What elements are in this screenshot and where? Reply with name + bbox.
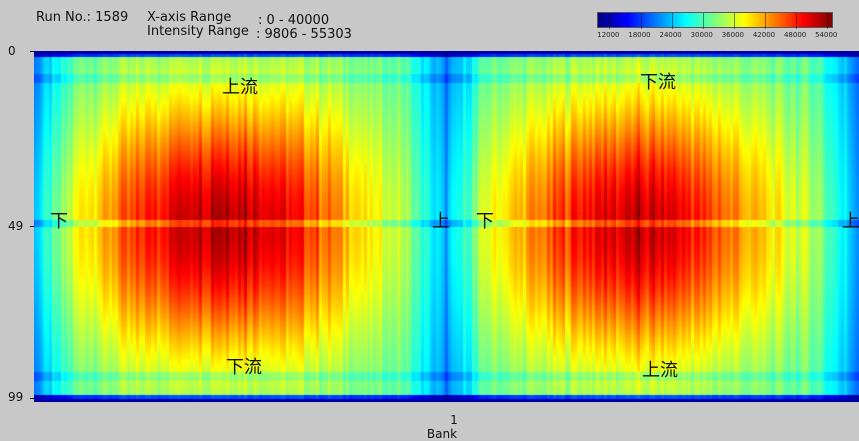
intensity-range-value: : 9806 - 55303	[256, 27, 352, 42]
colorbar: 12000 18000 24000 30000 36000 42000 48000 54000	[597, 12, 837, 42]
x-axis-range-label: X-axis Range	[147, 10, 232, 25]
colorbar-tick-mark	[671, 13, 673, 29]
annotation-left-top: 上流	[222, 77, 258, 98]
colorbar-tick-label: 12000	[597, 31, 620, 39]
colorbar-tick-mark	[640, 13, 642, 29]
run-number-label: Run No.: 1589	[36, 10, 129, 25]
heatmap-canvas	[34, 51, 859, 402]
y-tick-label-49: 49	[8, 219, 24, 233]
colorbar-tick-mark	[796, 13, 798, 29]
colorbar-tick-mark	[764, 13, 766, 29]
annotation-left-middle-left: 下	[50, 211, 68, 232]
x-tick-label: 1	[450, 413, 458, 427]
colorbar-tick-label: 42000	[752, 31, 776, 39]
colorbar-tick-label: 54000	[815, 31, 838, 39]
x-axis-label: Bank	[426, 427, 458, 441]
colorbar-tick-label: 18000	[628, 31, 651, 39]
colorbar-tick-label: 24000	[659, 31, 682, 39]
annotation-right-bottom: 上流	[642, 360, 678, 381]
y-tick-mark	[30, 398, 34, 399]
x-axis-range-value: : 0 - 40000	[258, 13, 330, 28]
annotation-right-top: 下流	[640, 72, 676, 93]
colorbar-gradient	[597, 12, 833, 29]
y-tick-label-99: 99	[8, 390, 24, 404]
annotation-right-middle-right: 上	[842, 211, 859, 232]
colorbar-tick-mark	[827, 13, 829, 29]
annotation-left-middle-right: 上	[432, 211, 450, 232]
y-tick-mark	[30, 51, 34, 52]
annotation-right-middle-left: 下	[476, 211, 494, 232]
colorbar-tick-label: 30000	[690, 31, 713, 39]
colorbar-tick-label: 48000	[783, 31, 807, 39]
y-tick-mark	[30, 226, 34, 227]
colorbar-tick-label: 36000	[721, 31, 744, 39]
colorbar-tick-mark	[733, 13, 735, 29]
annotation-left-bottom: 下流	[226, 357, 262, 378]
colorbar-tick-mark	[609, 13, 611, 29]
intensity-range-label: Intensity Range	[147, 24, 249, 39]
colorbar-tick-mark	[702, 13, 704, 29]
y-tick-label-0: 0	[8, 44, 16, 58]
heatmap-plot: 上流 下流 下 上 下流 上流 下 上	[34, 51, 859, 402]
